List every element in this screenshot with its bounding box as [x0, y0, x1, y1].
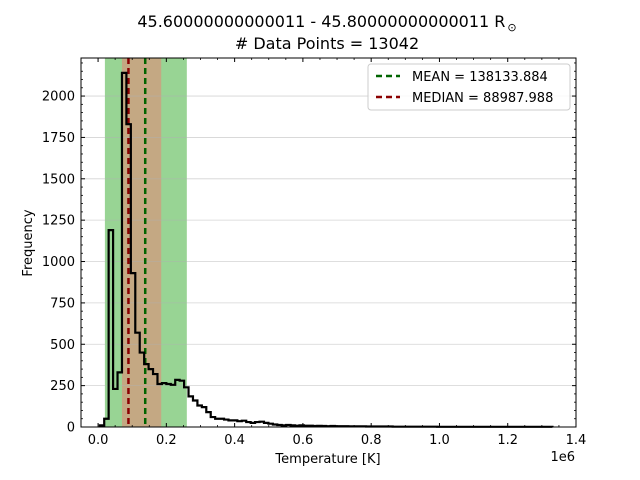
y-tick-label-8: 2000 [42, 90, 75, 105]
legend-label-mean: MEAN = 138133.884 [412, 70, 548, 85]
x-tick-label-1: 0.2 [156, 433, 177, 448]
grid-layer [81, 95, 576, 428]
legend-label-median: MEDIAN = 88987.988 [412, 91, 553, 106]
x-tick-label-5: 1.0 [429, 433, 450, 448]
y-tick-label-4: 1000 [42, 255, 75, 270]
y-tick-label-5: 1250 [42, 214, 75, 229]
legend: MEAN = 138133.884 MEDIAN = 88987.988 [367, 63, 571, 111]
y-tick-label-6: 1500 [42, 172, 75, 187]
y-tick-label-2: 500 [50, 338, 75, 353]
x-offset-label: 1e6 [550, 450, 575, 465]
chart-title-line2: # Data Points = 13042 [235, 34, 419, 53]
x-axis-label: Temperature [K] [274, 452, 380, 467]
y-tick-label-0: 0 [67, 421, 75, 436]
x-tick-label-3: 0.6 [293, 433, 314, 448]
stat-lines-layer [127, 58, 147, 427]
plot-frame [80, 57, 577, 428]
y-tick-label-7: 1750 [42, 131, 75, 146]
x-tick-label-7: 1.4 [566, 433, 587, 448]
x-tick-label-0: 0.0 [88, 433, 109, 448]
y-tick-label-3: 750 [50, 296, 75, 311]
axes-layer [80, 57, 577, 428]
y-tick-label-1: 250 [50, 379, 75, 394]
y-axis-label: Frequency [21, 209, 36, 276]
chart-title-line1: 45.60000000000011 - 45.80000000000011 R ⊙ [137, 12, 516, 34]
x-tick-label-4: 0.8 [361, 433, 382, 448]
ticks-layer: 0.0 0.2 0.4 0.6 0.8 1.0 1.2 1.4 0 250 500 750 1000 12… [42, 58, 586, 448]
legend-box [367, 63, 571, 111]
x-tick-label-2: 0.4 [224, 433, 245, 448]
x-tick-label-6: 1.2 [497, 433, 518, 448]
